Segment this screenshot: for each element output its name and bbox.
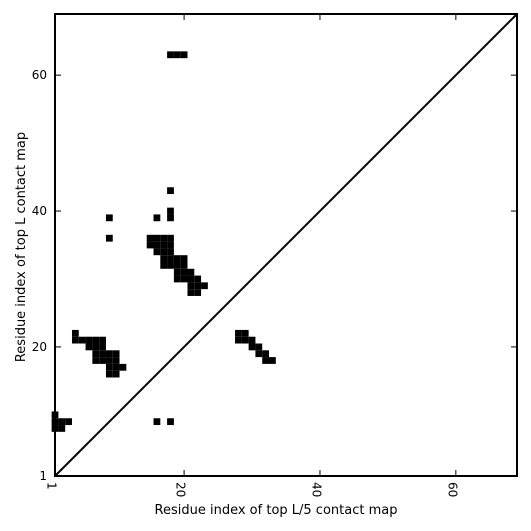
contact-cell bbox=[146, 234, 154, 242]
contact-cell bbox=[71, 336, 79, 344]
contact-cell bbox=[187, 275, 195, 283]
contact-cell bbox=[112, 357, 120, 364]
contact-cell bbox=[167, 261, 174, 269]
contact-cell bbox=[85, 343, 93, 351]
contact-cell bbox=[160, 261, 168, 269]
contact-cell bbox=[167, 51, 174, 59]
y-tick-label: 60 bbox=[32, 68, 47, 82]
contact-cell bbox=[105, 357, 113, 364]
contact-cell bbox=[167, 214, 174, 222]
contact-cell bbox=[153, 241, 161, 249]
contact-cell bbox=[160, 241, 168, 249]
contact-cell bbox=[99, 343, 106, 351]
contact-cell bbox=[180, 51, 188, 59]
plot-frame bbox=[54, 13, 518, 477]
contact-cell bbox=[160, 248, 168, 256]
contact-cell bbox=[99, 357, 106, 364]
contact-cells bbox=[51, 51, 276, 432]
diagonal-line bbox=[54, 13, 518, 477]
contact-cell bbox=[92, 336, 100, 344]
y-tick-label: 40 bbox=[32, 204, 47, 218]
contact-cell bbox=[112, 350, 120, 358]
contact-cell bbox=[167, 241, 174, 249]
contact-cell bbox=[167, 418, 174, 426]
contact-cell bbox=[173, 268, 181, 276]
contact-cell bbox=[248, 336, 256, 344]
contact-cell bbox=[235, 329, 242, 337]
contact-cell bbox=[167, 248, 174, 256]
contact-cell bbox=[194, 275, 202, 283]
contact-cell bbox=[187, 282, 195, 290]
x-axis-label: Residue index of top L/5 contact map bbox=[155, 503, 398, 518]
contact-cell bbox=[194, 282, 202, 290]
contact-cell bbox=[201, 282, 208, 290]
contact-cell bbox=[173, 261, 181, 269]
y-tick-label: 20 bbox=[32, 340, 47, 354]
contact-cell bbox=[78, 336, 86, 344]
contact-cell bbox=[160, 234, 168, 242]
contact-cell bbox=[241, 336, 249, 344]
contact-cell bbox=[160, 255, 168, 262]
contact-cell bbox=[167, 207, 174, 215]
contact-cell bbox=[255, 343, 263, 351]
contact-cell bbox=[92, 350, 100, 358]
contact-cell bbox=[187, 268, 195, 276]
contact-cell bbox=[146, 241, 154, 249]
contact-cell bbox=[105, 370, 113, 378]
contact-cell bbox=[167, 234, 174, 242]
contact-cell bbox=[85, 336, 93, 344]
contact-cell bbox=[194, 289, 202, 296]
contact-cell bbox=[99, 336, 106, 344]
contact-cell bbox=[167, 255, 174, 262]
contact-cell bbox=[105, 350, 113, 358]
contact-cell bbox=[173, 51, 181, 59]
contact-cell bbox=[180, 275, 188, 283]
contact-cell bbox=[92, 357, 100, 364]
contact-cell bbox=[255, 350, 263, 358]
x-tick-label: 20 bbox=[174, 482, 188, 497]
contact-cell bbox=[187, 289, 195, 296]
contact-cell bbox=[167, 187, 174, 195]
contact-cell bbox=[105, 363, 113, 371]
x-tick-label: 1 bbox=[45, 482, 59, 490]
contact-cell bbox=[105, 214, 113, 222]
contact-cell bbox=[58, 418, 66, 426]
contact-cell bbox=[269, 357, 276, 364]
x-tick-label: 60 bbox=[445, 482, 459, 497]
contact-cell bbox=[235, 336, 242, 344]
contact-cell bbox=[153, 234, 161, 242]
y-tick-label: 1 bbox=[39, 469, 47, 483]
contact-cell bbox=[153, 214, 161, 222]
contact-cell bbox=[119, 363, 127, 371]
contact-cell bbox=[112, 370, 120, 378]
contact-cell bbox=[248, 343, 256, 351]
contact-cell bbox=[99, 350, 106, 358]
contact-cell bbox=[105, 234, 113, 242]
contact-cell bbox=[180, 261, 188, 269]
y-axis-label: Residue index of top L contact map bbox=[14, 132, 29, 362]
contact-cell bbox=[153, 418, 161, 426]
contact-cell bbox=[241, 329, 249, 337]
contact-cell bbox=[58, 425, 66, 432]
contact-cell bbox=[65, 418, 72, 426]
contact-cell bbox=[153, 248, 161, 256]
contact-cell bbox=[173, 275, 181, 283]
contact-cell bbox=[92, 343, 100, 351]
axis-ticks: 1 20 40 60 1 20 40 60 bbox=[32, 14, 517, 497]
contact-cell bbox=[180, 255, 188, 262]
contact-cell bbox=[173, 255, 181, 262]
contact-cell bbox=[112, 363, 120, 371]
contact-cell bbox=[71, 329, 79, 337]
contact-cell bbox=[262, 357, 270, 364]
contact-cell bbox=[180, 268, 188, 276]
x-tick-label: 40 bbox=[309, 482, 323, 497]
contact-cell bbox=[262, 350, 270, 358]
